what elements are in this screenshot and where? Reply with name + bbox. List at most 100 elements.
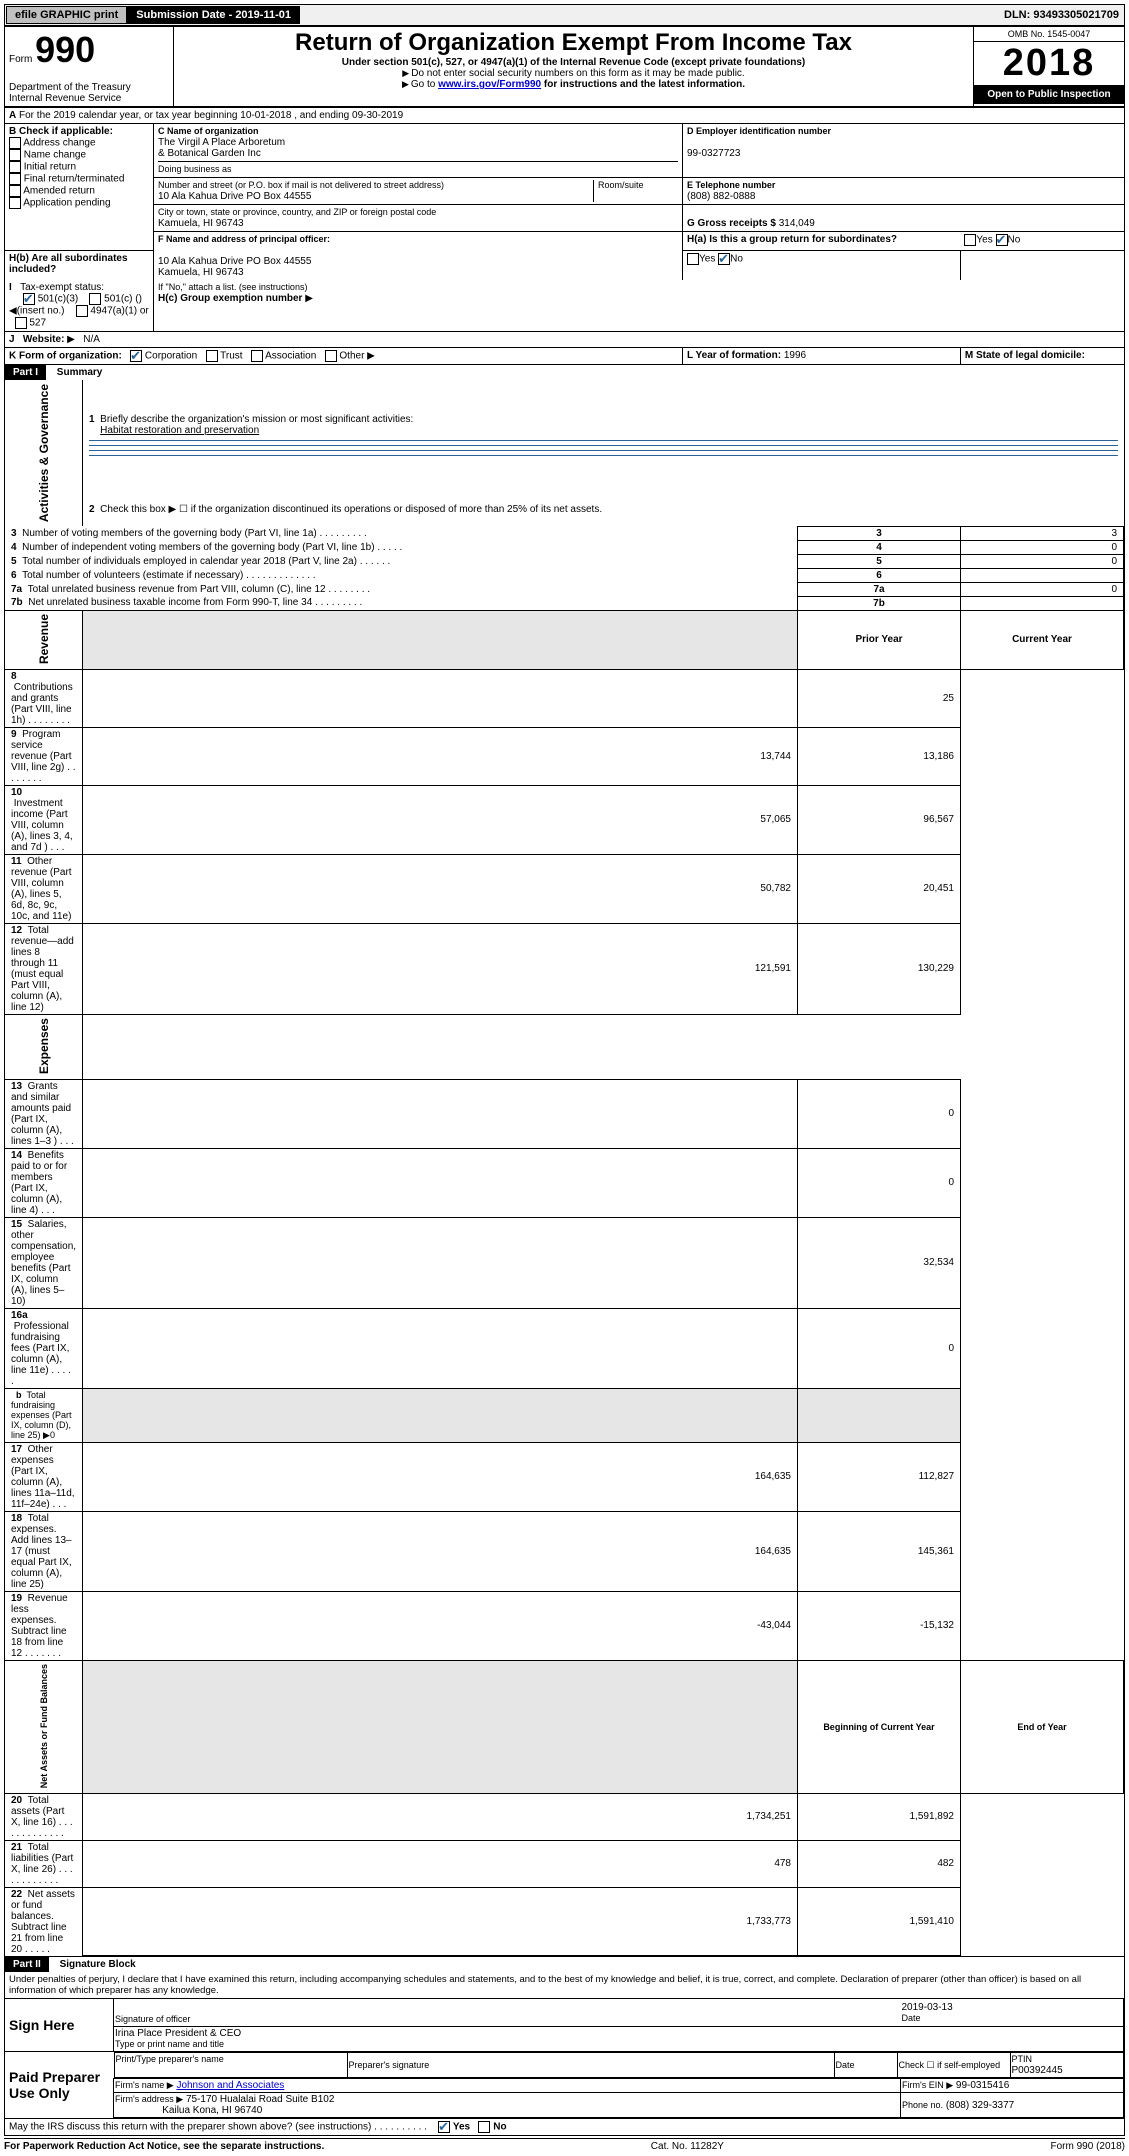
prep-sig-label: Preparer's signature: [349, 2060, 430, 2070]
part-i-container: Part I Summary Activities & Governance 1…: [4, 365, 1125, 1957]
sig-officer-label: Signature of officer: [115, 2014, 190, 2024]
city-value: Kamuela, HI 96743: [158, 218, 244, 229]
part-ii-title: Signature Block: [52, 1959, 136, 1970]
side-revenue: Revenue: [5, 610, 83, 669]
addr-change-label: Address change: [23, 138, 95, 149]
discuss-no[interactable]: [478, 2121, 490, 2133]
final-return-label: Final return/terminated: [24, 174, 125, 185]
date-label: Date: [902, 2013, 921, 2023]
side-net: Net Assets or Fund Balances: [5, 1660, 83, 1793]
discuss-no-label: No: [493, 2122, 506, 2133]
e-label: E Telephone number: [687, 180, 775, 190]
form-number: 990: [35, 29, 95, 70]
firm-addr1: 75-170 Hualalai Road Suite B102: [186, 2094, 334, 2105]
no-label-2: No: [730, 254, 743, 265]
open-inspection-box: Open to Public Inspection: [974, 85, 1124, 104]
perjury-text: Under penalties of perjury, I declare th…: [5, 1972, 1124, 1998]
check-501c[interactable]: [89, 293, 101, 305]
officer-addr2: Kamuela, HI 96743: [158, 267, 244, 278]
hdr-current: Current Year: [961, 610, 1124, 669]
firm-addr2: Kailua Kona, HI 96740: [162, 2105, 262, 2116]
name-title-label: Type or print name and title: [115, 2039, 224, 2049]
identification-table: A For the 2019 calendar year, or tax yea…: [4, 107, 1125, 365]
check-amended[interactable]: [9, 185, 21, 197]
hb-yes[interactable]: [687, 253, 699, 265]
opt-4947: 4947(a)(1) or: [90, 306, 148, 317]
opt-corp: Corporation: [145, 351, 197, 362]
cat-no: Cat. No. 11282Y: [651, 2141, 724, 2152]
check-trust[interactable]: [206, 350, 218, 362]
org-name-2: & Botanical Garden Inc: [158, 148, 261, 159]
dln-label: DLN: 93493305021709: [1004, 9, 1123, 21]
discuss-text: May the IRS discuss this return with the…: [9, 2122, 427, 2133]
opt-501c-c: (insert no.): [17, 306, 65, 317]
mission-text: Habitat restoration and preservation: [100, 425, 259, 436]
check-501c3[interactable]: [23, 293, 35, 305]
amended-label: Amended return: [23, 186, 95, 197]
no-label: No: [1008, 235, 1021, 246]
self-employed-label: Check ☐ if self-employed: [897, 2053, 1010, 2078]
footer: For Paperwork Reduction Act Notice, see …: [4, 2138, 1125, 2152]
prep-phone-label: Phone no.: [902, 2100, 943, 2110]
irs-link[interactable]: www.irs.gov/Form990: [438, 79, 541, 90]
dba-label: Doing business as: [158, 164, 232, 174]
opt-501c3: 501(c)(3): [38, 294, 79, 305]
ssn-note: Do not enter social security numbers on …: [411, 68, 744, 79]
street-value: 10 Ala Kahua Drive PO Box 44555: [158, 191, 311, 202]
city-label: City or town, state or province, country…: [158, 207, 436, 217]
side-activities: Activities & Governance: [5, 380, 83, 526]
top-toolbar: efile GRAPHIC print Submission Date - 20…: [4, 4, 1125, 26]
g-label: G Gross receipts $: [687, 218, 776, 229]
part-i-title: Summary: [49, 367, 103, 378]
hdr-end: End of Year: [961, 1660, 1124, 1793]
check-address-change[interactable]: [9, 137, 21, 149]
website-value: N/A: [83, 334, 100, 345]
goto-prefix: Go to: [411, 79, 438, 90]
hc-label: H(c) Group exemption number: [158, 293, 302, 304]
c-name-label: C Name of organization: [158, 126, 259, 136]
check-527[interactable]: [15, 317, 27, 329]
ha-no[interactable]: [996, 234, 1008, 246]
opt-assoc: Association: [265, 351, 316, 362]
check-final[interactable]: [9, 173, 21, 185]
ha-yes[interactable]: [964, 234, 976, 246]
efile-button[interactable]: efile GRAPHIC print: [6, 6, 127, 24]
return-subtitle: Under section 501(c), 527, or 4947(a)(1)…: [178, 57, 969, 68]
check-app-pending[interactable]: [9, 197, 21, 209]
hdr-prior: Prior Year: [798, 610, 961, 669]
check-name-change[interactable]: [9, 149, 21, 161]
part-ii-container: Part II Signature Block Under penalties …: [4, 1957, 1125, 2136]
discuss-yes[interactable]: [438, 2121, 450, 2133]
opt-501c-b: ): [139, 294, 142, 305]
firm-name[interactable]: Johnson and Associates: [176, 2080, 284, 2091]
check-other[interactable]: [325, 350, 337, 362]
sign-here-label: Sign Here: [5, 1999, 114, 2052]
print-name-label: Print/Type preparer's name: [116, 2054, 224, 2064]
m-label: M State of legal domicile:: [965, 350, 1085, 361]
tax-year: 2018: [974, 42, 1124, 85]
box-b-label: B Check if applicable:: [9, 126, 113, 137]
q1-label: Briefly describe the organization's miss…: [100, 414, 413, 425]
yes-label: Yes: [976, 235, 992, 246]
firm-addr-label: Firm's address ▶: [115, 2094, 183, 2104]
check-corp[interactable]: [130, 350, 142, 362]
check-4947[interactable]: [76, 305, 88, 317]
omb-label: OMB No. 1545-0047: [974, 27, 1124, 42]
opt-other: Other: [339, 351, 364, 362]
line-a: For the 2019 calendar year, or tax year …: [19, 110, 403, 121]
submission-date-button[interactable]: Submission Date - 2019-11-01: [127, 6, 300, 24]
year-formation: 1996: [784, 350, 806, 361]
irs-label: Internal Revenue Service: [9, 93, 121, 104]
q2-label: Check this box ▶ ☐ if the organization d…: [100, 504, 602, 515]
opt-527: 527: [29, 318, 46, 329]
form-header-table: Form 990 Department of the Treasury Inte…: [4, 26, 1125, 107]
name-change-label: Name change: [24, 150, 86, 161]
org-name-1: The Virgil A Place Arboretum: [158, 137, 285, 148]
form-label: Form: [9, 54, 32, 65]
hb-no[interactable]: [718, 253, 730, 265]
check-assoc[interactable]: [251, 350, 263, 362]
ptin-label: PTIN: [1012, 2054, 1033, 2064]
check-initial[interactable]: [9, 161, 21, 173]
ein-value: 99-0327723: [687, 148, 740, 159]
discuss-yes-label: Yes: [453, 2122, 470, 2133]
